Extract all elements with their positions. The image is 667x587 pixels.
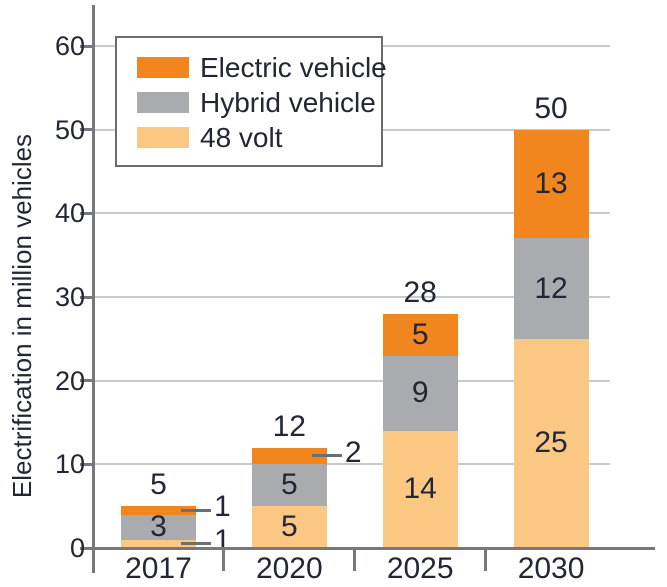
bar-segment-electric-vehicle <box>120 506 196 515</box>
x-axis-separator <box>484 548 488 571</box>
bar-value-label: 5 <box>280 510 298 544</box>
bar-value-label: 9 <box>411 376 429 410</box>
y-tick-label-10: 10 <box>54 449 85 480</box>
y-tick-label-40: 40 <box>54 198 85 229</box>
legend-row-48-volt: 48 volt <box>137 120 381 155</box>
bar-segment-hybrid-vehicle <box>120 514 196 540</box>
y-axis-tick-10 <box>80 462 95 466</box>
y-axis-tick-50 <box>80 128 95 132</box>
bar-value-label: 25 <box>534 426 568 460</box>
x-axis-line <box>91 546 655 550</box>
legend-swatch-electric-vehicle <box>137 57 189 78</box>
bar-value-label: 14 <box>403 472 437 506</box>
legend-label: 48 volt <box>200 122 283 153</box>
y-axis-tick-20 <box>80 379 95 383</box>
gridline-40 <box>93 212 610 215</box>
bar-segment-electric-vehicle <box>382 313 458 356</box>
category-label-2030: 2030 <box>517 552 585 585</box>
x-axis-separator <box>353 548 357 571</box>
bar-segment-hybrid-vehicle <box>513 238 589 339</box>
y-tick-label-20: 20 <box>54 365 85 396</box>
y-tick-label-50: 50 <box>54 114 85 145</box>
y-tick-label-30: 30 <box>54 282 85 312</box>
y-axis-tick-60 <box>80 44 95 48</box>
category-label-2017: 2017 <box>125 552 192 585</box>
y-axis-tick-0 <box>80 546 95 550</box>
bar-segment-hybrid-vehicle <box>251 464 327 507</box>
legend-swatch-hybrid-vehicle <box>137 92 189 113</box>
gridline-30 <box>93 296 610 298</box>
bar-value-label: 13 <box>534 167 568 201</box>
bar-segment-48-volt <box>513 338 589 548</box>
legend-swatch-48-volt <box>137 127 189 148</box>
category-label-2020: 2020 <box>255 552 323 585</box>
bar-value-label: 5 <box>411 317 429 351</box>
bar-segment-48-volt <box>120 539 196 548</box>
bar-total-label: 50 <box>534 91 568 125</box>
y-axis-tick-30 <box>80 295 95 299</box>
bar-segment-electric-vehicle <box>513 129 589 239</box>
bar-value-label: 3 <box>150 510 167 544</box>
gridline-20 <box>93 379 610 382</box>
callout-line <box>311 454 342 458</box>
x-axis-separator <box>222 548 226 571</box>
bar-segment-48-volt <box>251 506 327 548</box>
callout-value-label: 2 <box>344 435 362 469</box>
bar-value-label: 12 <box>534 271 568 305</box>
legend-row-electric-vehicle: Electric vehicle <box>137 50 387 85</box>
legend-label: Hybrid vehicle <box>200 87 376 118</box>
gridline-10 <box>93 463 610 466</box>
bar-total-label: 28 <box>403 275 437 309</box>
bar-value-label: 5 <box>280 468 298 502</box>
legend-row-hybrid-vehicle: Hybrid vehicle <box>137 85 381 120</box>
y-axis-line <box>91 5 95 573</box>
bar-segment-electric-vehicle <box>251 447 327 465</box>
callout-line <box>180 542 211 546</box>
y-tick-label-0: 0 <box>69 533 85 563</box>
bar-total-label: 12 <box>272 409 306 443</box>
callout-line <box>180 508 211 512</box>
callout-value-label: 1 <box>213 490 231 524</box>
bar-segment-48-volt <box>382 430 458 548</box>
bar-segment-hybrid-vehicle <box>382 355 458 431</box>
legend: Electric vehicle Hybrid vehicle 48 volt <box>115 36 387 167</box>
y-tick-label-60: 60 <box>54 31 85 61</box>
legend-label: Electric vehicle <box>200 52 387 83</box>
y-axis-tick-40 <box>80 211 95 215</box>
bar-total-label: 5 <box>150 468 167 502</box>
category-label-2025: 2025 <box>386 552 454 585</box>
